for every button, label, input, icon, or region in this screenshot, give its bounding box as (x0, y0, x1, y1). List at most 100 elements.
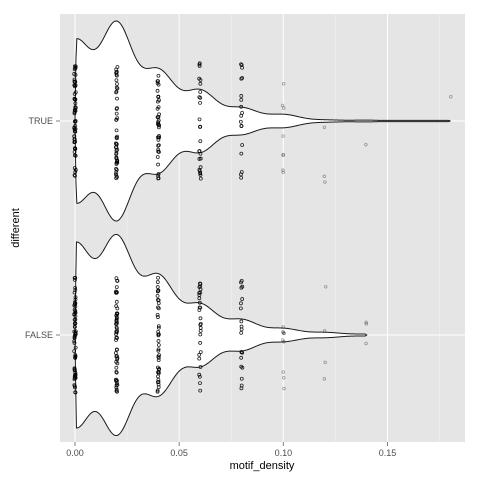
data-point (198, 316, 203, 321)
data-point (72, 312, 77, 317)
data-point (239, 330, 244, 335)
data-point (73, 119, 78, 124)
data-point (198, 365, 203, 369)
data-point (449, 94, 453, 99)
data-point (198, 156, 203, 161)
data-point (281, 152, 285, 157)
data-point (73, 173, 77, 178)
data-point (198, 165, 203, 170)
data-point (73, 139, 78, 144)
data-point (198, 171, 203, 176)
data-point (197, 374, 202, 379)
data-point (114, 332, 118, 337)
data-point (73, 309, 78, 313)
data-point (114, 148, 119, 153)
data-point (281, 170, 285, 175)
data-point (281, 329, 285, 334)
data-point (115, 279, 120, 283)
data-point (156, 118, 161, 123)
x-tick-label: 0.15 (379, 448, 397, 458)
data-point (155, 106, 160, 111)
data-point (198, 350, 203, 355)
data-point (198, 100, 202, 105)
data-point (198, 322, 203, 327)
data-point (239, 94, 244, 98)
data-point (115, 378, 119, 383)
data-point (198, 341, 203, 345)
data-point (115, 106, 119, 111)
data-point (113, 351, 118, 355)
data-point (72, 341, 77, 345)
data-point (198, 90, 203, 94)
x-tick-label: 0.05 (170, 448, 188, 458)
data-point (322, 377, 327, 381)
data-point (197, 291, 202, 295)
data-point (73, 285, 78, 290)
data-point (114, 347, 119, 352)
data-point (114, 291, 119, 295)
data-point (198, 95, 203, 100)
data-point (197, 352, 202, 357)
data-point (114, 152, 119, 157)
data-point (155, 293, 160, 298)
data-point (157, 123, 162, 128)
data-point (322, 329, 327, 333)
data-point (72, 275, 77, 280)
data-point (155, 298, 160, 302)
data-point (114, 89, 119, 94)
data-point (282, 340, 286, 344)
data-point (282, 331, 286, 335)
data-point (198, 281, 203, 286)
data-point (156, 358, 161, 363)
y-tick-label: FALSE (25, 330, 53, 340)
axes: 0.00 0.05 0.10 0.15 FALSE TRUE (25, 116, 396, 458)
data-point (197, 372, 202, 377)
data-point (281, 82, 286, 86)
data-point (281, 134, 285, 138)
data-point (197, 296, 202, 301)
x-axis-title: motif_density (230, 460, 295, 472)
data-point (114, 173, 119, 178)
data-point (72, 83, 77, 88)
data-point (114, 311, 119, 316)
data-point (73, 101, 78, 106)
data-point (155, 81, 160, 86)
data-point (364, 322, 368, 326)
data-point (114, 78, 119, 83)
data-point (281, 153, 285, 158)
data-point (115, 159, 119, 164)
data-point (238, 119, 243, 124)
data-point (72, 67, 77, 72)
data-point (239, 124, 244, 129)
data-point (73, 331, 78, 336)
data-point (155, 88, 160, 93)
data-point (72, 325, 77, 329)
data-point (156, 371, 161, 376)
x-tick-label: 0.10 (275, 448, 293, 458)
data-point (324, 285, 328, 289)
data-point (197, 169, 202, 173)
data-point (115, 336, 119, 340)
data-point (240, 76, 245, 80)
data-point (156, 348, 161, 353)
data-point (240, 65, 245, 70)
data-point (156, 301, 161, 306)
data-point (239, 355, 244, 360)
data-point (156, 339, 161, 343)
data-point (239, 76, 244, 81)
data-point (114, 85, 119, 90)
data-point (114, 317, 119, 322)
data-point (114, 67, 119, 72)
data-point (198, 139, 203, 144)
data-point (239, 350, 244, 354)
data-point (198, 332, 203, 337)
data-point (239, 301, 243, 306)
data-point (155, 388, 160, 393)
data-point (73, 146, 77, 151)
data-point (114, 369, 119, 374)
data-point (364, 142, 368, 147)
data-point (197, 117, 202, 122)
data-point (114, 319, 119, 323)
data-point (115, 96, 119, 101)
